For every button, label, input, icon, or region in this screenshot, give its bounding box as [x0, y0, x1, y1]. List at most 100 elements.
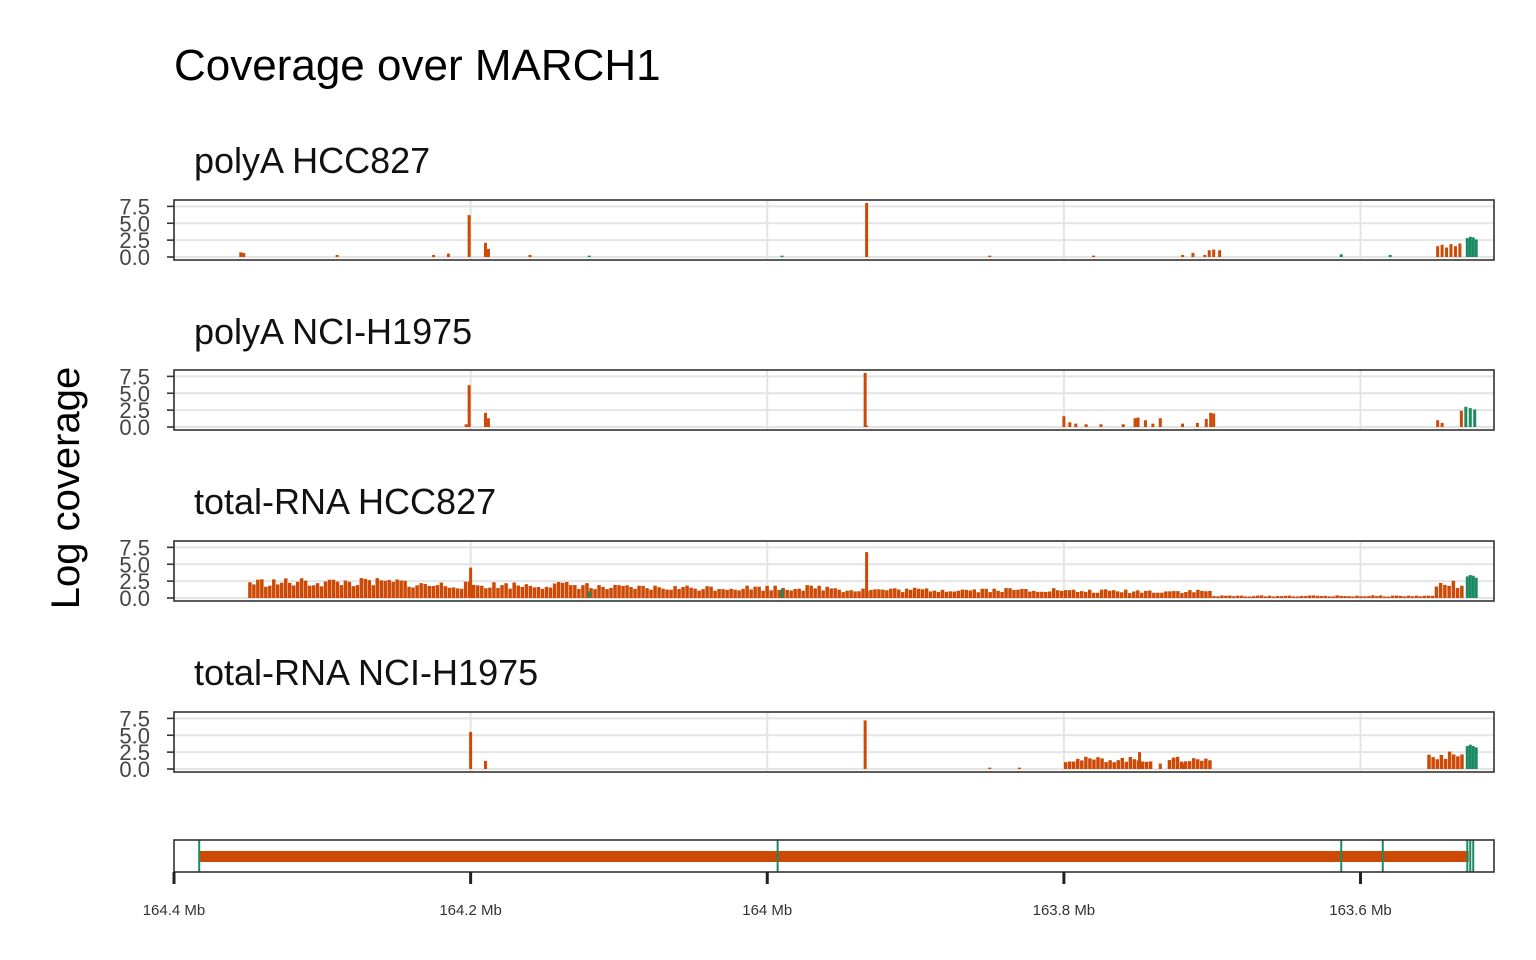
y-tick-label: 0.0: [119, 415, 150, 440]
coverage-bar: [1120, 592, 1124, 598]
coverage-bar: [737, 590, 741, 598]
coverage-bar: [968, 590, 973, 598]
coverage-bar: [443, 586, 448, 598]
coverage-bar: [1224, 595, 1228, 598]
coverage-bar: [492, 582, 496, 598]
coverage-bar: [1218, 250, 1222, 257]
coverage-bar: [1074, 423, 1078, 427]
coverage-bar: [446, 253, 450, 257]
coverage-bar: [944, 591, 949, 598]
y-tick-label: 5.0: [119, 381, 150, 406]
coverage-bar: [861, 588, 865, 598]
coverage-bar: [463, 581, 468, 598]
coverage-bar: [693, 588, 697, 598]
coverage-bar: [520, 586, 525, 598]
y-tick-label: 0.0: [119, 245, 150, 270]
coverage-bar: [1453, 246, 1457, 257]
panel-frame: [173, 711, 1495, 773]
coverage-bar: [1465, 576, 1469, 598]
panel-frame: [173, 540, 1495, 602]
coverage-bar: [653, 585, 657, 598]
coverage-bar: [621, 585, 625, 598]
coverage-bar: [1359, 596, 1363, 598]
y-tick-label: 7.5: [119, 706, 150, 731]
coverage-bar: [972, 589, 977, 598]
gene-intron-bar: [199, 851, 1469, 862]
coverage-bar: [1451, 580, 1456, 598]
coverage-bar: [565, 582, 569, 598]
coverage-bar: [1443, 584, 1447, 598]
coverage-bar: [1212, 596, 1216, 598]
coverage-bar: [1079, 591, 1084, 598]
coverage-bar: [741, 588, 745, 598]
coverage-bar: [1051, 588, 1056, 598]
coverage-bar: [1438, 582, 1443, 598]
coverage-bar: [307, 585, 312, 598]
coverage-bar: [573, 585, 577, 598]
coverage-bar: [713, 590, 717, 598]
coverage-bar: [339, 585, 344, 598]
coverage-bar: [351, 586, 356, 598]
coverage-bar: [516, 585, 520, 598]
coverage-bar: [685, 585, 689, 598]
coverage-bar: [1196, 759, 1200, 769]
y-tick-label: 7.5: [119, 194, 150, 219]
coverage-bar: [1465, 238, 1469, 257]
coverage-bar: [1445, 247, 1449, 257]
coverage-bar: [1138, 752, 1142, 769]
coverage-bar: [1431, 757, 1435, 769]
gene-exon-mark: [1340, 840, 1343, 872]
coverage-bar: [1271, 596, 1276, 598]
coverage-bar: [303, 580, 308, 598]
coverage-bar: [1440, 244, 1444, 257]
coverage-bar: [1071, 589, 1076, 598]
coverage-bar: [1111, 590, 1116, 598]
gene-exon-mark: [1469, 840, 1472, 872]
coverage-bar: [984, 588, 988, 598]
coverage-bar: [343, 580, 348, 598]
y-tick-label: 2.5: [119, 228, 150, 253]
y-tick-label: 2.5: [119, 569, 150, 594]
coverage-bar: [901, 592, 905, 598]
coverage-bar: [793, 589, 797, 598]
coverage-bar: [1247, 596, 1252, 598]
coverage-bar: [1331, 596, 1335, 598]
y-tick-label: 7.5: [119, 364, 150, 389]
coverage-bar: [657, 587, 661, 598]
coverage-bar: [569, 585, 573, 598]
coverage-bar: [1447, 751, 1452, 769]
coverage-bar: [1124, 761, 1129, 769]
coverage-bar: [1207, 250, 1211, 257]
coverage-bar: [451, 587, 456, 598]
coverage-bar: [789, 590, 793, 598]
coverage-bar: [239, 252, 243, 257]
coverage-bar: [371, 585, 376, 598]
coverage-bar: [1379, 595, 1383, 598]
gene-exon-mark: [776, 840, 779, 872]
coverage-bar: [484, 588, 488, 598]
coverage-bar: [617, 585, 621, 598]
coverage-bar: [315, 583, 320, 598]
coverage-bar: [1255, 595, 1260, 598]
coverage-bar: [1410, 596, 1415, 598]
coverage-bar: [1228, 595, 1232, 598]
coverage-bar: [613, 584, 617, 598]
coverage-bar: [1040, 591, 1044, 598]
coverage-bar: [1095, 592, 1100, 598]
coverage-bar: [447, 587, 452, 598]
coverage-bar: [813, 588, 817, 598]
coverage-bar: [432, 254, 436, 257]
gene-exon-mark: [1381, 840, 1384, 872]
coverage-bar: [1143, 420, 1147, 427]
coverage-bar: [1120, 757, 1125, 769]
coverage-bar: [1243, 596, 1248, 598]
coverage-bar: [1440, 422, 1444, 427]
panel-3: total-RNA HCC827 0.02.55.07.5: [119, 481, 1495, 611]
coverage-bar: [849, 590, 853, 598]
coverage-bar: [1096, 757, 1100, 769]
coverage-bar: [403, 580, 407, 598]
coverage-bar: [1449, 244, 1453, 257]
coverage-bar: [697, 590, 701, 598]
coverage-bar: [319, 586, 324, 598]
coverage-bar: [1208, 590, 1212, 598]
